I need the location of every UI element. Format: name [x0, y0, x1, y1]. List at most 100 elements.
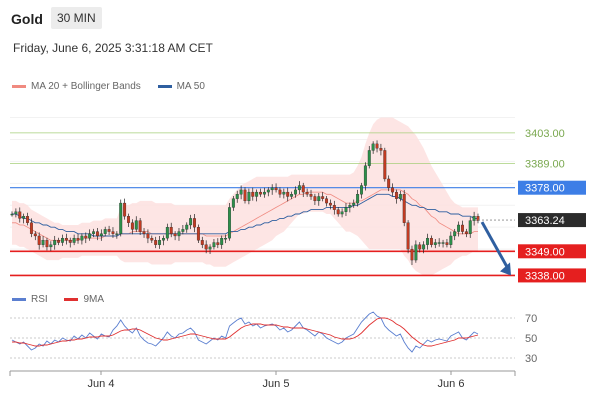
- level-text: 3389.00: [525, 159, 565, 171]
- candle-body: [173, 233, 177, 237]
- level-label-3: 3349.00: [518, 244, 586, 259]
- candle-body: [138, 220, 142, 232]
- candle-body: [352, 202, 356, 206]
- candle-body: [286, 191, 290, 197]
- candle-body: [165, 227, 169, 239]
- ma9-swatch: [64, 298, 79, 301]
- candle-body: [146, 233, 150, 239]
- candle-body: [410, 248, 414, 261]
- legend-item-ma20: MA 20 + Bollinger Bands: [12, 81, 141, 92]
- candle-body: [379, 148, 383, 151]
- candle-body: [360, 185, 363, 195]
- candle-body: [64, 237, 68, 241]
- candle-body: [189, 218, 193, 226]
- x-tick-label: Jun 5: [263, 378, 290, 390]
- x-tick-label: Jun 4: [88, 378, 115, 390]
- rsi-tick-label: 70: [525, 313, 537, 325]
- candle-body: [348, 205, 352, 208]
- candle-body: [461, 224, 464, 232]
- candle-body: [142, 231, 146, 234]
- candle-body: [321, 196, 325, 199]
- legend-label-rsi: RSI: [31, 294, 48, 305]
- candle-body: [251, 191, 255, 197]
- candle-body: [317, 196, 321, 202]
- level-text: 3403.00: [525, 128, 565, 140]
- rsi-swatch: [12, 298, 26, 301]
- candle-body: [394, 191, 398, 199]
- candle-body: [10, 213, 14, 216]
- candle-body: [119, 202, 123, 234]
- candle-body: [414, 244, 418, 261]
- price-legend: MA 20 + Bollinger Bands MA 50: [12, 80, 219, 92]
- candle-body: [185, 224, 189, 230]
- candle-body: [464, 231, 468, 234]
- rsi-line: [11, 311, 479, 353]
- candle-body: [95, 231, 99, 237]
- candle-body: [196, 227, 200, 241]
- candle-body: [224, 237, 228, 240]
- legend-item-rsi: RSI: [12, 294, 48, 305]
- candle-body: [169, 227, 173, 234]
- candle-body: [472, 216, 476, 221]
- candle-body: [294, 189, 297, 195]
- level-box: [518, 268, 586, 283]
- candle-body: [453, 231, 457, 237]
- candle-body: [212, 242, 216, 248]
- last-price-text: 3363.24: [525, 215, 565, 227]
- candle-body: [216, 242, 220, 245]
- candle-body: [398, 194, 402, 199]
- candle-body: [127, 216, 130, 223]
- candle-body: [363, 165, 367, 186]
- rsi-tick-label: 50: [525, 333, 537, 345]
- candle-body: [103, 229, 107, 234]
- candle-body: [154, 240, 158, 245]
- candle-body: [150, 237, 154, 241]
- candle-body: [33, 233, 37, 237]
- candle-body: [177, 231, 181, 237]
- candle-body: [383, 150, 387, 180]
- level-text: 3349.00: [525, 246, 565, 258]
- level-text: 3378.00: [525, 183, 565, 195]
- candle-body: [220, 237, 224, 245]
- candle-body: [88, 233, 92, 239]
- level-label-1: 3389.00: [525, 159, 565, 171]
- candle-body: [457, 224, 461, 232]
- rsi-legend: RSI 9MA: [12, 293, 118, 305]
- candle-body: [208, 246, 212, 250]
- candle-body: [402, 194, 406, 223]
- candle-body: [387, 178, 391, 188]
- candle-body: [332, 205, 336, 210]
- candle-body: [80, 235, 84, 241]
- candle-body: [422, 244, 426, 250]
- candle-body: [107, 229, 111, 232]
- candle-body: [49, 244, 53, 248]
- candle-body: [204, 244, 208, 250]
- ma50-swatch: [157, 85, 172, 88]
- candle-body: [305, 191, 309, 195]
- candle-body: [193, 218, 196, 228]
- candle-body: [344, 207, 348, 212]
- candle-body: [99, 233, 103, 237]
- candle-body: [41, 240, 45, 245]
- candle-body: [391, 187, 395, 193]
- candle-body: [441, 242, 445, 244]
- interval-button[interactable]: 30 MIN: [51, 7, 102, 29]
- level-text: 3338.00: [525, 270, 565, 282]
- candle-body: [111, 231, 115, 234]
- candle-body: [266, 189, 270, 193]
- candle-body: [290, 194, 294, 197]
- candle-body: [282, 191, 286, 195]
- level-box: [518, 180, 586, 195]
- candles: [10, 140, 480, 266]
- candle-body: [437, 242, 441, 244]
- candle-body: [328, 202, 332, 206]
- candle-body: [231, 198, 235, 208]
- timestamp: Friday, June 6, 2025 3:31:18 AM CET: [13, 41, 213, 55]
- candle-body: [92, 231, 95, 234]
- candle-body: [158, 240, 162, 245]
- candle-body: [259, 191, 262, 195]
- x-tick-label: Jun 6: [438, 378, 465, 390]
- candle-body: [57, 240, 61, 243]
- candle-body: [336, 209, 340, 215]
